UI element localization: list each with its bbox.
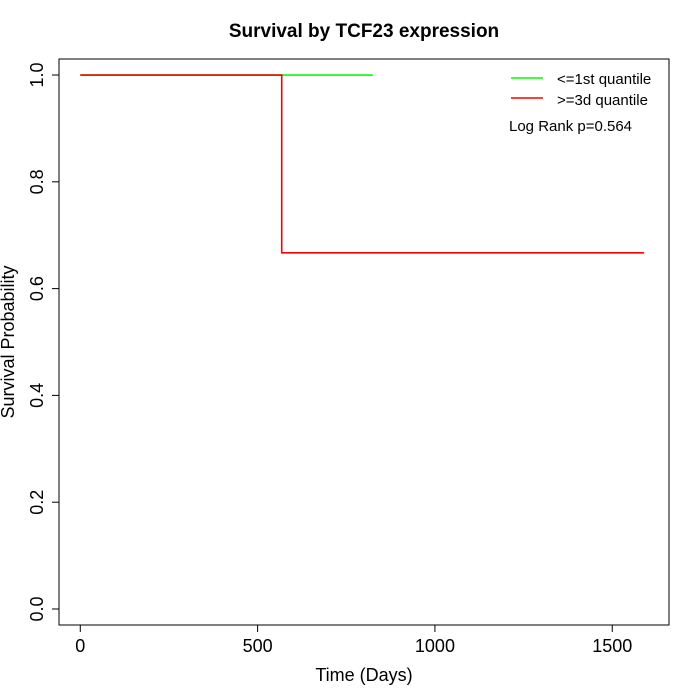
series-line-2 xyxy=(80,74,645,254)
log-rank-annotation: Log Rank p=0.564 xyxy=(509,118,632,135)
x-axis: 0 500 1000 1500 xyxy=(75,624,632,656)
y-tick-label: 0.6 xyxy=(27,276,47,301)
y-tick-label: 0.4 xyxy=(27,383,47,408)
y-axis-label: Survival Probability xyxy=(0,265,18,418)
legend: <=1st quantile >=3d quantile xyxy=(511,71,651,109)
x-tick-label: 1000 xyxy=(415,636,455,656)
x-tick-label: 0 xyxy=(75,636,85,656)
x-tick-label: 500 xyxy=(243,636,273,656)
chart-title: Survival by TCF23 expression xyxy=(229,21,499,42)
legend-label-series-1: <=1st quantile xyxy=(557,71,651,88)
y-tick-label: 1.0 xyxy=(27,63,47,88)
plot-frame xyxy=(58,58,670,626)
series-layer xyxy=(80,74,645,254)
y-axis: 0.0 0.2 0.4 0.6 0.8 1.0 xyxy=(27,63,60,621)
y-tick-label: 0.2 xyxy=(27,490,47,515)
x-axis-label: Time (Days) xyxy=(315,665,412,685)
y-tick-label: 0.8 xyxy=(27,169,47,194)
x-tick-label: 1500 xyxy=(592,636,632,656)
y-tick-label: 0.0 xyxy=(27,596,47,621)
legend-label-series-2: >=3d quantile xyxy=(557,92,648,109)
